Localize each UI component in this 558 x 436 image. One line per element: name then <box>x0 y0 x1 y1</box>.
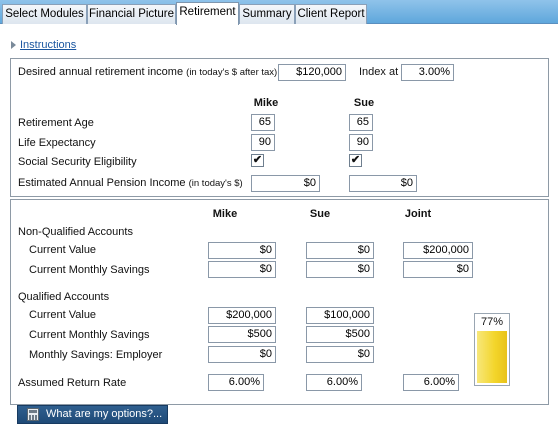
pension-label: Estimated Annual Pension Income (in toda… <box>18 177 243 189</box>
tab-summary[interactable]: Summary <box>239 4 295 24</box>
funding-gauge-label: 77% <box>480 316 504 328</box>
nq-current-value-joint-field[interactable]: $200,000 <box>403 242 473 259</box>
desired-income-field[interactable]: $120,000 <box>278 64 346 81</box>
q-employer-savings-mike-field[interactable]: $0 <box>208 346 276 363</box>
q-employer-savings-label: Monthly Savings: Employer <box>29 349 163 361</box>
social-security-sue-checkbox[interactable]: ✔ <box>349 154 362 167</box>
tab-select-modules[interactable]: Select Modules <box>2 4 87 24</box>
q-monthly-savings-label: Current Monthly Savings <box>29 329 150 341</box>
nq-monthly-savings-label: Current Monthly Savings <box>29 264 150 276</box>
tab-retirement[interactable]: Retirement <box>176 2 239 25</box>
calculator-icon <box>27 408 39 421</box>
nq-monthly-savings-mike-field[interactable]: $0 <box>208 261 276 278</box>
accounts-header-sue: Sue <box>309 208 331 220</box>
personal-panel <box>10 58 549 197</box>
nq-current-value-label: Current Value <box>29 244 97 256</box>
return-rate-mike-field[interactable]: 6.00% <box>208 374 264 391</box>
return-rate-sue-field[interactable]: 6.00% <box>306 374 362 391</box>
q-current-value-sue-field[interactable]: $100,000 <box>306 307 374 324</box>
life-expectancy-mike-field[interactable]: 90 <box>251 134 275 151</box>
social-security-mike-checkbox[interactable]: ✔ <box>251 154 264 167</box>
retirement-age-label: Retirement Age <box>18 117 94 129</box>
header-sue: Sue <box>353 97 375 109</box>
tab-bar: Select Modules Financial Picture Retirem… <box>0 0 558 25</box>
desired-income-label: Desired annual retirement income (in tod… <box>18 66 278 78</box>
nq-current-value-mike-field[interactable]: $0 <box>208 242 276 259</box>
nq-monthly-savings-sue-field[interactable]: $0 <box>306 261 374 278</box>
retirement-age-sue-field[interactable]: 65 <box>349 114 373 131</box>
life-expectancy-label: Life Expectancy <box>18 137 96 149</box>
nq-monthly-savings-joint-field[interactable]: $0 <box>403 261 473 278</box>
accounts-header-joint: Joint <box>404 208 432 220</box>
funding-gauge-fill <box>477 331 507 383</box>
pension-mike-field[interactable]: $0 <box>251 175 320 192</box>
options-button-label: What are my options?... <box>46 408 163 420</box>
return-rate-joint-field[interactable]: 6.00% <box>403 374 459 391</box>
funding-gauge: 77% <box>474 313 510 386</box>
instructions-link[interactable]: Instructions <box>20 39 77 51</box>
what-are-my-options-button[interactable]: What are my options?... <box>17 405 168 424</box>
nonqualified-title: Non-Qualified Accounts <box>18 226 133 238</box>
expand-triangle-icon <box>11 41 16 49</box>
pension-sue-field[interactable]: $0 <box>349 175 417 192</box>
q-employer-savings-sue-field[interactable]: $0 <box>306 346 374 363</box>
index-field[interactable]: 3.00% <box>401 64 454 81</box>
q-current-value-mike-field[interactable]: $200,000 <box>208 307 276 324</box>
return-rate-label: Assumed Return Rate <box>18 377 127 389</box>
qualified-title: Qualified Accounts <box>18 291 110 303</box>
tab-financial-picture[interactable]: Financial Picture <box>87 4 176 24</box>
q-monthly-savings-mike-field[interactable]: $500 <box>208 326 276 343</box>
q-current-value-label: Current Value <box>29 309 97 321</box>
life-expectancy-sue-field[interactable]: 90 <box>349 134 373 151</box>
social-security-label: Social Security Eligibility <box>18 156 137 168</box>
header-mike: Mike <box>253 97 279 109</box>
q-monthly-savings-sue-field[interactable]: $500 <box>306 326 374 343</box>
accounts-header-mike: Mike <box>212 208 238 220</box>
tab-client-report[interactable]: Client Report <box>295 4 367 24</box>
accounts-panel <box>10 199 549 405</box>
nq-current-value-sue-field[interactable]: $0 <box>306 242 374 259</box>
index-label: Index at <box>359 66 399 78</box>
instructions-toggle[interactable]: Instructions <box>11 38 76 52</box>
retirement-age-mike-field[interactable]: 65 <box>251 114 275 131</box>
